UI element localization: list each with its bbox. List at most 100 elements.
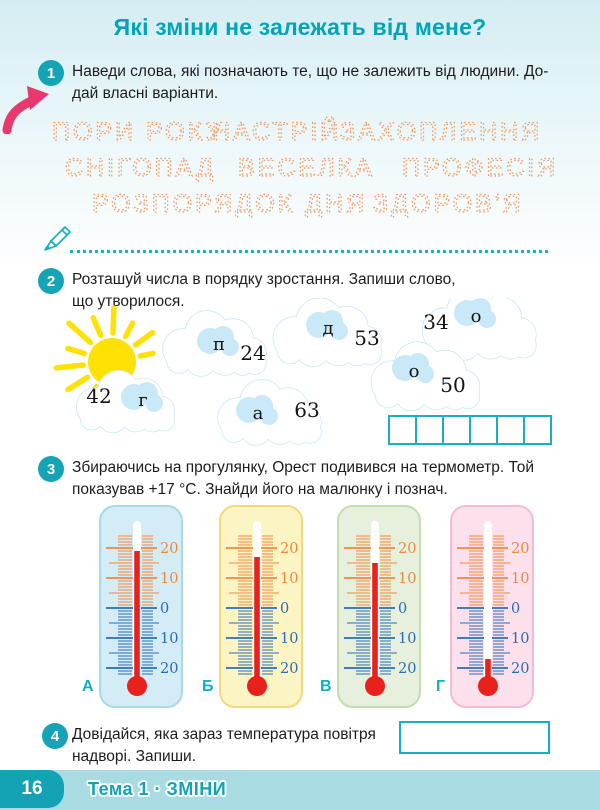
thermometer-card-В[interactable]: 20 10 0 10 20	[337, 505, 421, 708]
footer-theme-label: Тема 1 · ЗМІНИ	[88, 779, 227, 799]
task3-number-badge: 3	[38, 456, 64, 482]
dotted-words-group: ПОРИ РОКУ НАСТРІЙ ЗАХОПЛЕННЯ СНІГОПАД ВЕ…	[51, 115, 556, 218]
task3-text-line2: показував +17 °С. Знайди його на малюнку…	[72, 481, 448, 498]
scale-label: 20	[398, 661, 416, 677]
thermometer-card-А[interactable]: 20 10 0 10 20	[99, 505, 183, 708]
cloud-inner	[330, 322, 348, 340]
scale-label: 10	[280, 571, 298, 587]
cloud-puff	[395, 378, 427, 411]
thermo-column	[134, 551, 140, 686]
answer-cell[interactable]	[523, 415, 552, 445]
answer-cell[interactable]	[415, 415, 444, 445]
sun-ray	[110, 305, 117, 336]
cloud-inner	[478, 310, 496, 328]
thermo-bulb	[247, 676, 267, 696]
cloud-letter: д	[322, 318, 333, 339]
thermometer-card-Б[interactable]: 20 10 0 10 20	[219, 505, 303, 708]
scale-label: 10	[160, 571, 178, 587]
answer-cell[interactable]	[442, 415, 471, 445]
sun-ray	[53, 362, 86, 371]
cloud-icon: д 53	[272, 298, 383, 368]
answer-cell[interactable]	[388, 415, 417, 445]
pink-arrow-icon	[2, 86, 49, 134]
thermometer-card-Г[interactable]: 20 10 0 10 20	[450, 505, 534, 708]
cloud-puff	[222, 418, 246, 442]
dotted-word: ЗАХОПЛЕННЯ	[340, 118, 542, 146]
scale-label: 10	[398, 631, 416, 647]
task4-answer-box[interactable]	[399, 721, 550, 754]
scale-label: 20	[398, 541, 416, 557]
scale-label: 10	[511, 631, 529, 647]
sun-ray	[132, 329, 156, 348]
cloud-puff	[286, 420, 310, 444]
thermo-bulb	[478, 676, 498, 696]
thermo-bulb	[365, 676, 385, 696]
cloud-puff	[497, 332, 524, 359]
dotted-word: СНІГОПАД	[65, 154, 216, 182]
cloud-puff	[98, 404, 128, 433]
thermometer-letter: Б	[202, 678, 214, 695]
cloud-letter: а	[253, 403, 264, 424]
thermometer-letter: Г	[436, 678, 446, 695]
footer-bar	[0, 770, 600, 810]
scale-label: 0	[280, 601, 289, 617]
sun-ray	[137, 350, 156, 359]
cloud-puff	[167, 349, 191, 373]
task2-text-line1: Розташуй числа в порядку зростання. Запи…	[72, 271, 456, 288]
scale-label: 20	[511, 541, 529, 557]
task1-answer-line[interactable]	[70, 234, 548, 253]
cloud-inner	[260, 407, 278, 425]
cloud-letter: г	[138, 390, 147, 411]
scale-label: 0	[511, 601, 520, 617]
task3-text-line1: Збираючись на прогулянку, Орест подививс…	[72, 459, 535, 476]
header-gradient	[0, 0, 600, 270]
cloud-puff	[447, 326, 481, 360]
dotted-word: ПОРИ РОКУ	[52, 118, 224, 146]
cloud-puff	[344, 340, 370, 366]
cloud-icon: п 24	[162, 310, 267, 377]
page-number-tab: 16	[0, 770, 64, 808]
task1-number-badge: 1	[38, 60, 64, 86]
cloud-puff	[80, 406, 104, 430]
cloud-number: 42	[86, 384, 111, 408]
cloud-puff	[277, 338, 303, 364]
scale-label: 20	[511, 661, 529, 677]
cloud-puff	[141, 408, 165, 432]
scale-label: 20	[160, 661, 178, 677]
task4-text-line1: Довідайся, яка зараз температура повітря	[72, 726, 376, 743]
thermo-bulb	[127, 676, 147, 696]
scale-label: 0	[398, 601, 407, 617]
scale-label: 10	[398, 571, 416, 587]
thermo-column	[372, 563, 378, 686]
thermo-tube	[484, 521, 492, 689]
cloud-number: 34	[423, 310, 448, 334]
cloud-letter: о	[471, 306, 482, 327]
sun-ray	[65, 374, 91, 393]
thermometer-graphic: 20 10 0 10 20	[226, 521, 298, 696]
dotted-word: ЗДОРОВ'Я	[373, 190, 524, 218]
task1-text-line2: дай власні варіанти.	[72, 85, 219, 102]
answer-cell[interactable]	[496, 415, 525, 445]
thermo-column	[254, 557, 260, 686]
task4-number-badge: 4	[42, 723, 68, 749]
scale-label: 10	[160, 631, 178, 647]
task2-answer-boxes	[388, 415, 552, 445]
cloud-puff	[231, 351, 255, 375]
thermometer-graphic: 20 10 0 10 20	[106, 521, 178, 696]
answer-cell[interactable]	[469, 415, 498, 445]
task1-text-line1: Наведи слова, які позначають те, що не з…	[72, 63, 549, 80]
scale-label: 20	[280, 661, 298, 677]
sun-ray	[65, 345, 88, 357]
clouds-scene: п 24 д 53 о 34 о 50 г 42 а 63	[53, 298, 537, 446]
cloud-number: 53	[354, 326, 379, 350]
cloud-inner	[416, 365, 434, 383]
scale-label: 20	[160, 541, 178, 557]
thermo-column	[485, 659, 491, 686]
cloud-inner	[221, 338, 239, 356]
cloud-number: 50	[440, 373, 465, 397]
cloud-icon: о 50	[370, 341, 481, 412]
cloud-puff	[375, 382, 401, 408]
dotted-word: ВЕСЕЛКА	[238, 154, 375, 182]
scale-label: 20	[280, 541, 298, 557]
scale-label: 10	[280, 631, 298, 647]
